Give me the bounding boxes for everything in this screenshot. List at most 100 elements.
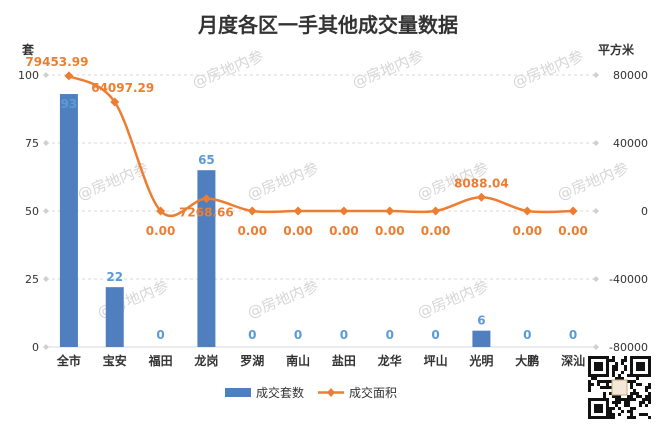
left-axis-unit: 套 [21, 42, 35, 57]
qr-module [642, 365, 645, 368]
watermark-text: @房地内参 [510, 47, 586, 92]
qr-module [603, 395, 606, 398]
qr-module [594, 407, 597, 410]
qr-module [642, 362, 645, 365]
qr-module [648, 362, 651, 365]
qr-module [603, 398, 606, 401]
line-point [293, 206, 303, 216]
qr-module [624, 404, 627, 407]
left-tick-label: 50 [25, 205, 39, 218]
qr-module [621, 359, 624, 362]
qr-module [588, 359, 591, 362]
qr-module [621, 398, 624, 401]
left-tick-marker [43, 140, 49, 146]
qr-module [636, 356, 639, 359]
qr-module [621, 377, 624, 380]
qr-module [603, 380, 606, 383]
qr-module [639, 374, 642, 377]
qr-module [624, 356, 627, 359]
qr-module [606, 356, 609, 359]
qr-module [642, 413, 645, 416]
qr-module [618, 407, 621, 410]
bar-data-label: 0 [340, 328, 348, 342]
qr-module [624, 365, 627, 368]
qr-module [600, 416, 603, 419]
qr-module [594, 410, 597, 413]
qr-module [606, 374, 609, 377]
line-data-label: 0.00 [283, 224, 313, 238]
bar-data-label: 0 [386, 328, 394, 342]
right-tick-marker [593, 140, 599, 146]
qr-module [624, 368, 627, 371]
qr-module [588, 416, 591, 419]
qr-module [591, 383, 594, 386]
qr-module [600, 362, 603, 365]
qr-module [639, 362, 642, 365]
qr-module [588, 362, 591, 365]
bar-data-label: 0 [248, 328, 256, 342]
legend-swatch-marker [327, 388, 335, 397]
qr-module [630, 392, 633, 395]
bar-data-label: 0 [523, 328, 531, 342]
qr-module [606, 362, 609, 365]
qr-module [609, 410, 612, 413]
qr-module [606, 404, 609, 407]
qr-module [642, 401, 645, 404]
category-label: 福田 [148, 353, 173, 368]
line-data-label: 64097.29 [91, 81, 154, 95]
legend-label-line: 成交面积 [349, 385, 397, 400]
qr-module [588, 404, 591, 407]
qr-module [606, 407, 609, 410]
qr-module [591, 398, 594, 401]
qr-module [594, 377, 597, 380]
qr-module [588, 413, 591, 416]
qr-module [612, 401, 615, 404]
qr-module [627, 416, 630, 419]
qr-module [603, 416, 606, 419]
qr-module [618, 377, 621, 380]
bar-data-label: 22 [106, 270, 123, 284]
qr-module [633, 389, 636, 392]
qr-module [606, 365, 609, 368]
qr-module [594, 362, 597, 365]
legend: 成交套数 成交面积 [225, 385, 397, 400]
qr-module [597, 374, 600, 377]
bar-data-label: 0 [294, 328, 302, 342]
qr-module [648, 395, 651, 398]
qr-module [606, 371, 609, 374]
category-label: 南山 [286, 353, 310, 368]
qr-module [633, 392, 636, 395]
qr-module [591, 374, 594, 377]
qr-module [606, 413, 609, 416]
qr-module [609, 416, 612, 419]
qr-module [630, 395, 633, 398]
bar-data-label: 6 [477, 314, 485, 328]
qr-module [645, 395, 648, 398]
qr-module [600, 398, 603, 401]
qr-module [633, 356, 636, 359]
right-tick-label: 80000 [613, 69, 648, 82]
qr-module [615, 401, 618, 404]
qr-module [594, 374, 597, 377]
qr-module [615, 404, 618, 407]
qr-module [618, 401, 621, 404]
qr-module [636, 377, 639, 380]
qr-module [603, 386, 606, 389]
qr-module [627, 380, 630, 383]
qr-module [642, 368, 645, 371]
watermark-text: @房地内参 [555, 159, 631, 204]
qr-module [639, 401, 642, 404]
qr-module [636, 368, 639, 371]
qr-module [615, 362, 618, 365]
watermark-text: @房地内参 [190, 47, 266, 92]
qr-module [612, 413, 615, 416]
qr-module [588, 380, 591, 383]
qr-module [606, 359, 609, 362]
qr-module [588, 371, 591, 374]
left-tick-marker [43, 208, 49, 214]
line-point [64, 71, 74, 81]
qr-module [615, 377, 618, 380]
qr-module [630, 368, 633, 371]
